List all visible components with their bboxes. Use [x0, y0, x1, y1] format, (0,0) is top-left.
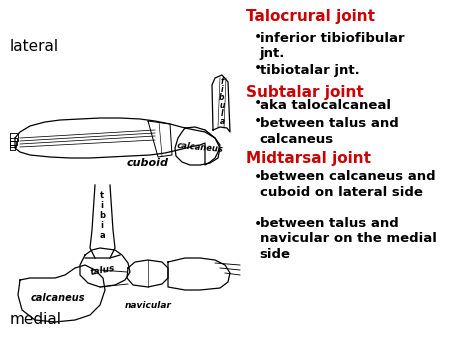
Text: a: a: [219, 118, 225, 126]
Text: calcaneus: calcaneus: [176, 142, 224, 154]
Text: f: f: [220, 77, 224, 87]
Text: i: i: [100, 220, 103, 229]
Text: t: t: [100, 191, 104, 200]
Text: tibiotalar jnt.: tibiotalar jnt.: [260, 64, 359, 77]
Text: •: •: [254, 114, 262, 128]
Text: calcaneus: calcaneus: [31, 293, 85, 303]
Text: medial: medial: [9, 312, 62, 327]
Text: Talocrural joint: Talocrural joint: [246, 9, 375, 24]
Text: between calcaneus and
cuboid on lateral side: between calcaneus and cuboid on lateral …: [260, 170, 436, 199]
Text: •: •: [254, 217, 262, 231]
Text: b: b: [219, 93, 225, 103]
Text: Midtarsal joint: Midtarsal joint: [246, 151, 372, 166]
Text: •: •: [254, 170, 262, 185]
Text: aka talocalcaneal: aka talocalcaneal: [260, 99, 391, 113]
Text: b: b: [99, 211, 105, 219]
Text: between talus and
calcaneus: between talus and calcaneus: [260, 117, 399, 146]
Text: •: •: [254, 30, 262, 44]
Text: between talus and
navicular on the medial
side: between talus and navicular on the media…: [260, 217, 437, 261]
Text: i: i: [100, 201, 103, 209]
Text: cuboid: cuboid: [127, 158, 169, 168]
Text: navicular: navicular: [125, 300, 172, 310]
Text: lateral: lateral: [9, 39, 59, 54]
Text: a: a: [99, 230, 105, 240]
Text: l: l: [221, 109, 223, 119]
Text: •: •: [254, 96, 262, 110]
Text: u: u: [219, 102, 225, 110]
Text: inferior tibiofibular
jnt.: inferior tibiofibular jnt.: [260, 32, 404, 60]
Text: talus: talus: [90, 263, 116, 277]
Text: Subtalar joint: Subtalar joint: [246, 85, 364, 100]
Text: i: i: [221, 86, 223, 94]
Text: •: •: [254, 61, 262, 75]
